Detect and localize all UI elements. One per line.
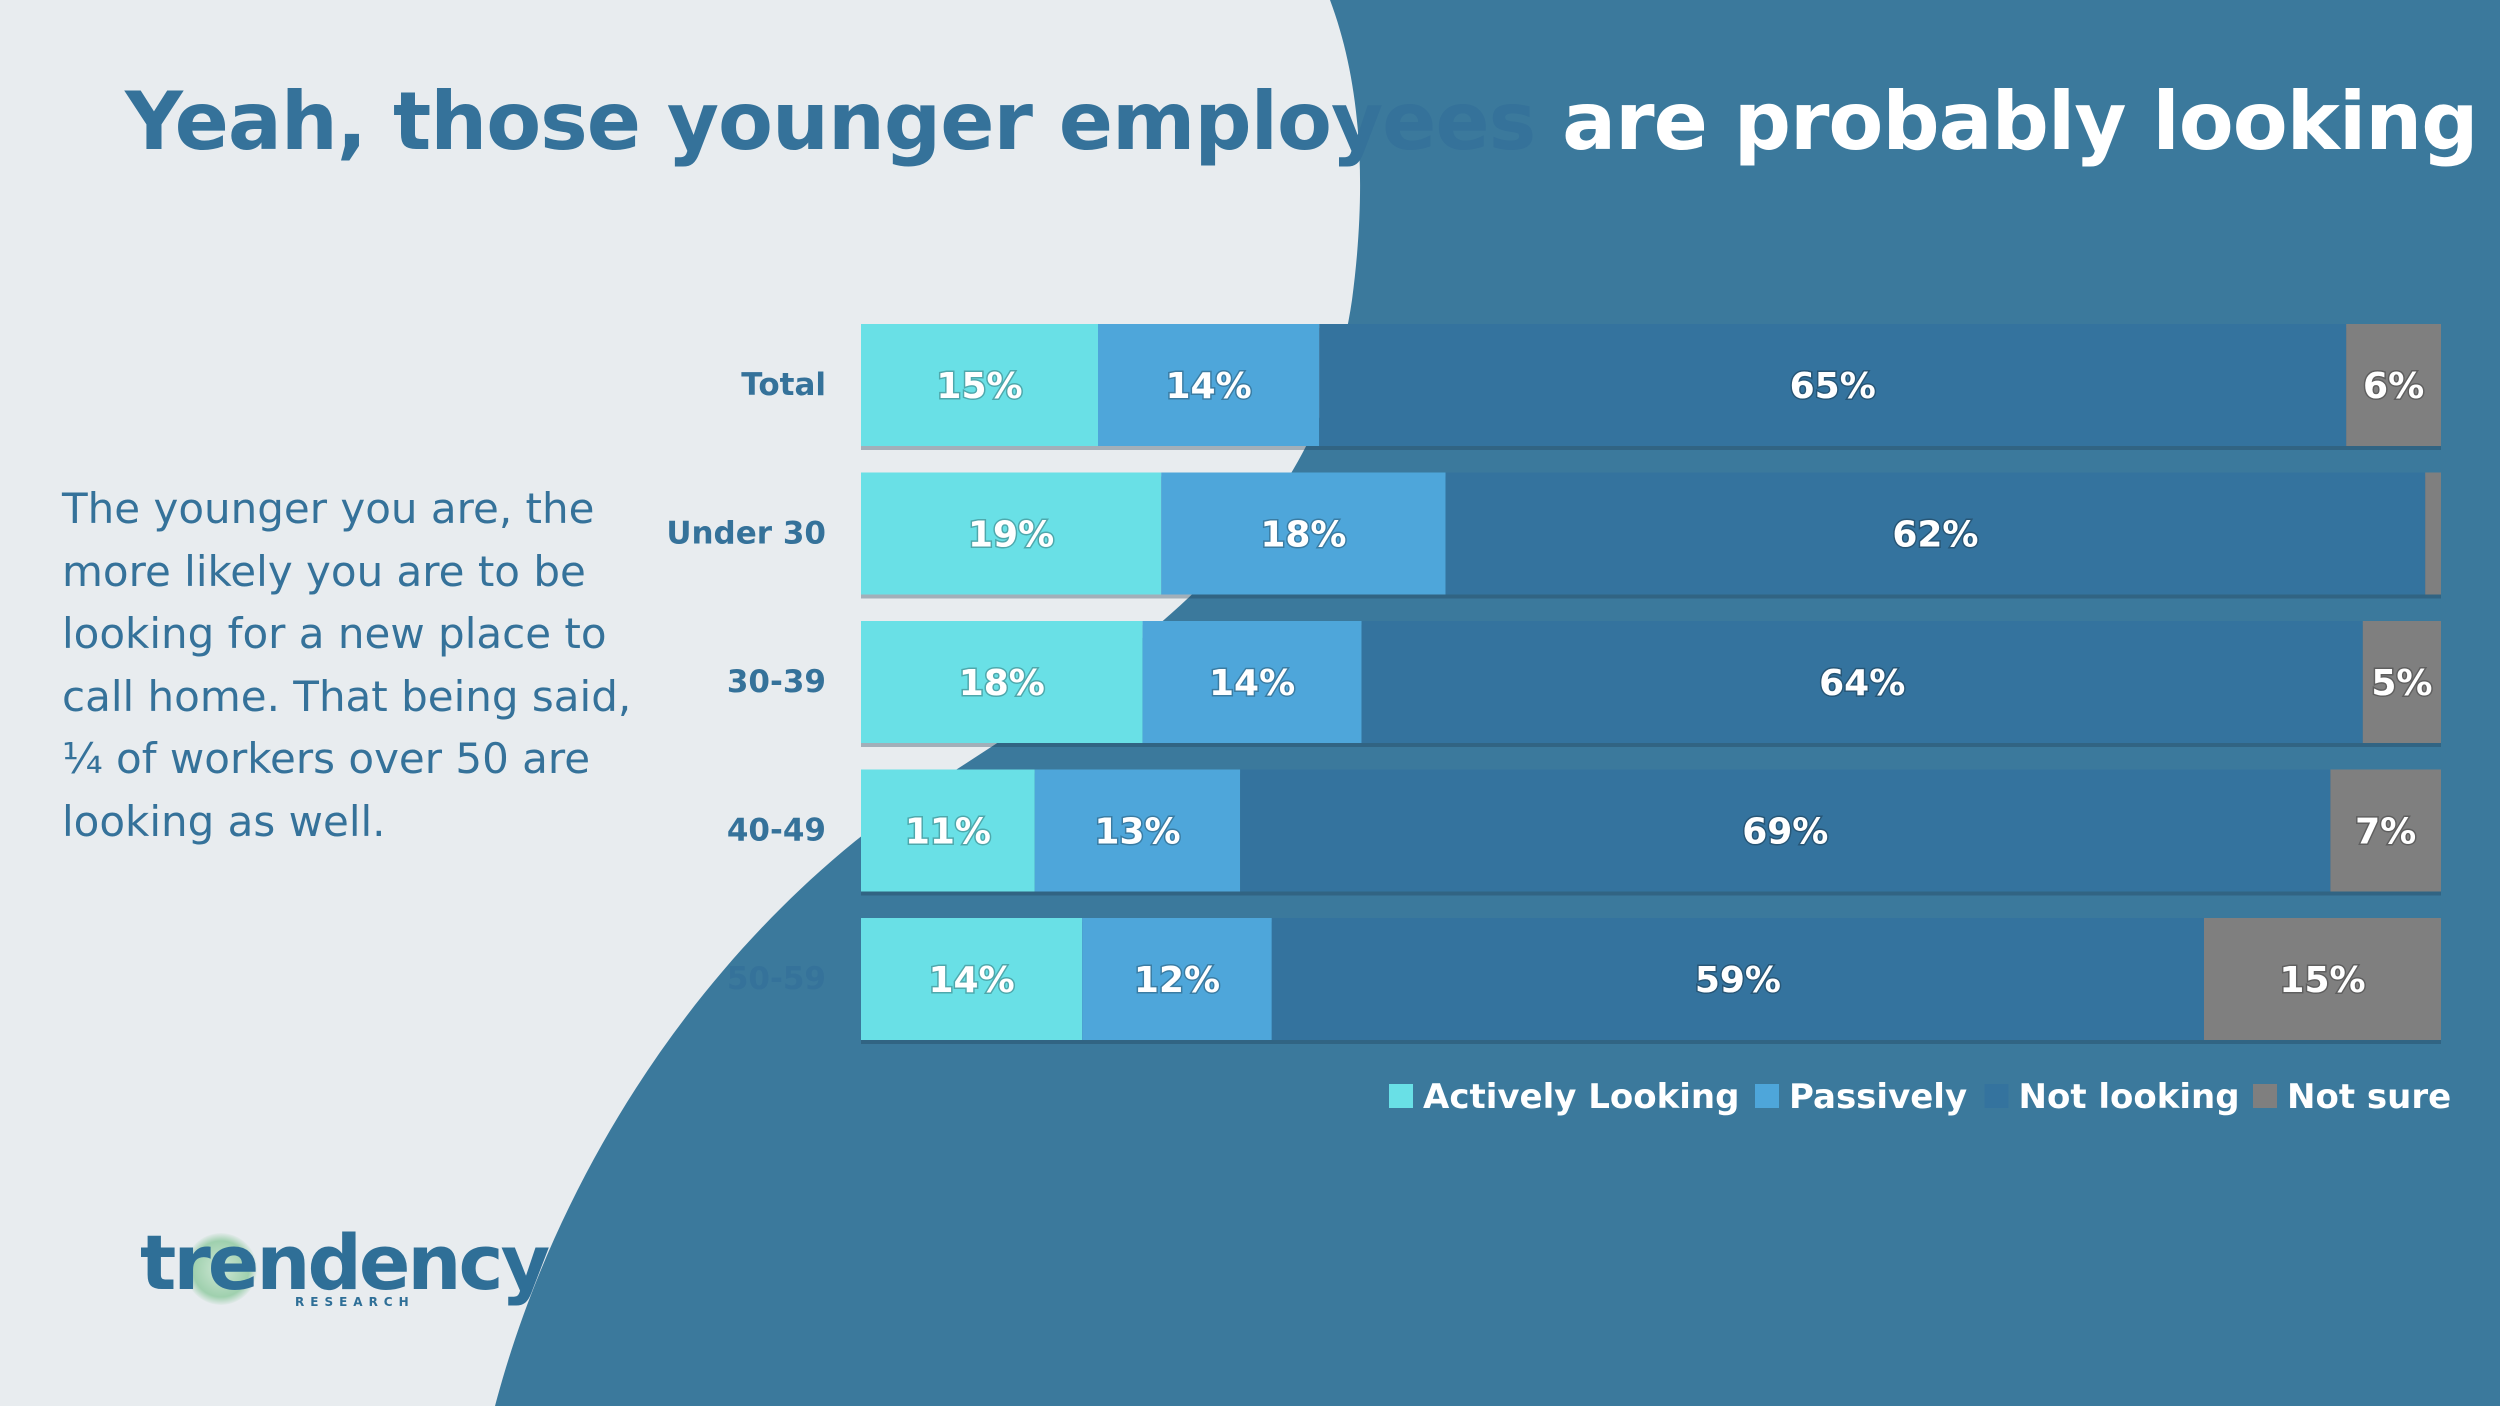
data-label: 7% <box>2355 812 2416 853</box>
category-label: 40-49 <box>727 813 826 849</box>
data-label: 14% <box>1166 366 1252 407</box>
bar-segment-not-looking <box>1240 769 2331 892</box>
bar-segment-not-sure <box>2362 621 2441 743</box>
bar-segment-not-looking <box>1445 472 2426 595</box>
bar-segment-passively <box>1034 769 1241 892</box>
data-label: 19% <box>968 515 1054 556</box>
bar-segment-not-sure <box>2204 918 2441 1040</box>
legend-label: Actively Looking <box>1423 1077 1739 1117</box>
bar-segment-actively-looking <box>861 769 1035 892</box>
data-label: 62% <box>1892 515 1978 556</box>
data-label: 64% <box>1819 663 1905 704</box>
data-label: 69% <box>1742 812 1828 853</box>
bar-segment-not-sure <box>2425 472 2441 595</box>
data-label: 12% <box>1134 960 1220 1001</box>
data-label: 18% <box>959 663 1045 704</box>
slide-title: Yeah, those younger employees are probab… <box>125 75 2479 168</box>
data-label: 14% <box>1209 663 1295 704</box>
data-label: 18% <box>1260 515 1346 556</box>
bar-segment-actively-looking <box>861 918 1083 1040</box>
bar-segment-passively <box>1142 621 1362 743</box>
legend-label: Not sure <box>2287 1077 2451 1117</box>
legend-label: Not looking <box>2019 1077 2240 1117</box>
body-text: The younger you are, the more likely you… <box>62 484 632 846</box>
bar-segment-actively-looking <box>861 472 1162 595</box>
data-label: 15% <box>936 366 1022 407</box>
logo-subtext: RESEARCH <box>295 1295 415 1309</box>
data-label: 14% <box>929 960 1015 1001</box>
category-label: 50-59 <box>727 961 826 997</box>
bar-segment-not-looking <box>1319 324 2347 446</box>
trendency-logo: trendency RESEARCH <box>140 1218 550 1310</box>
bar-segment-passively <box>1161 472 1446 595</box>
data-label: 15% <box>2279 960 2365 1001</box>
bar-segment-passively <box>1098 324 1320 446</box>
data-label: 65% <box>1790 366 1876 407</box>
legend-swatch <box>1389 1084 1413 1108</box>
title-part-light: are probably looking <box>1562 75 2478 168</box>
data-label: 6% <box>2363 366 2424 407</box>
legend-swatch <box>2253 1084 2277 1108</box>
data-label: 5% <box>2371 663 2432 704</box>
bar-segment-not-looking <box>1271 918 2204 1040</box>
bar-segment-actively-looking <box>861 621 1143 743</box>
bar-segment-not-looking <box>1361 621 2363 743</box>
category-label: Under 30 <box>666 516 826 552</box>
data-label: 59% <box>1695 960 1781 1001</box>
legend-swatch <box>1984 1084 2009 1108</box>
category-label: 30-39 <box>727 664 826 700</box>
data-label: 11% <box>905 812 991 853</box>
legend-swatch <box>1755 1084 1779 1108</box>
bar-segment-not-sure <box>2330 769 2441 892</box>
bar-segment-passively <box>1082 918 1272 1040</box>
logo-sunburst-icon <box>185 1233 257 1305</box>
bar-segment-actively-looking <box>861 324 1098 446</box>
legend-label: Passively <box>1789 1077 1967 1117</box>
bar-segment-not-sure <box>2346 324 2441 446</box>
category-label: Total <box>741 367 826 403</box>
logo-wordmark: trendency <box>140 1218 550 1307</box>
title-part-dark: Yeah, those younger employees <box>125 75 1563 168</box>
data-label: 13% <box>1094 812 1180 853</box>
